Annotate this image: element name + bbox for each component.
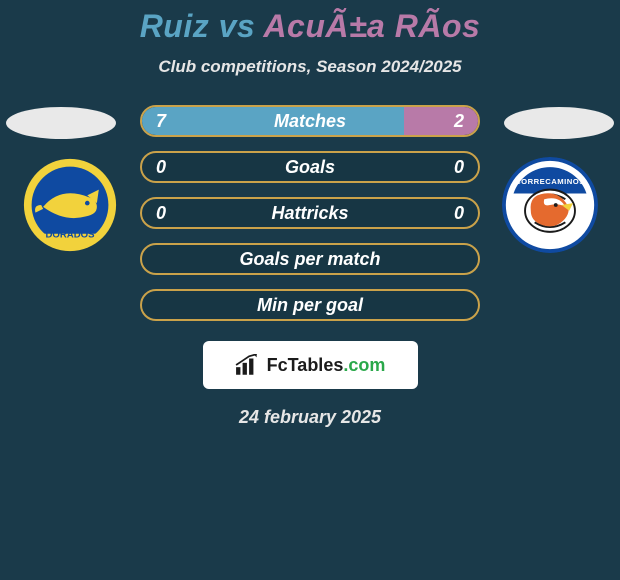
stat-row-min-per-goal: Min per goal — [140, 289, 480, 321]
subtitle: Club competitions, Season 2024/2025 — [158, 57, 461, 77]
bar-fill-right — [404, 107, 478, 135]
stat-value-right: 0 — [454, 203, 464, 224]
date-label: 24 february 2025 — [239, 407, 381, 428]
ellipse-decor-right — [504, 107, 614, 139]
title-player-left: Ruiz — [140, 8, 210, 44]
dorados-badge-icon: DORADOS — [22, 157, 118, 253]
stat-label: Hattricks — [271, 203, 348, 224]
brand-chip[interactable]: FcTables.com — [203, 341, 418, 389]
dorados-text: DORADOS — [46, 230, 96, 241]
title-player-right: AcuÃ±a RÃ­os — [263, 8, 480, 44]
correcaminos-badge-icon: CORRECAMINOS — [502, 157, 598, 253]
ellipse-decor-left — [6, 107, 116, 139]
stat-row-matches: 7 Matches 2 — [140, 105, 480, 137]
stat-row-goals-per-match: Goals per match — [140, 243, 480, 275]
brand-suffix: .com — [343, 355, 385, 375]
stat-value-right: 2 — [454, 111, 464, 132]
stat-label: Matches — [274, 111, 346, 132]
club-logo-right: CORRECAMINOS — [502, 157, 598, 253]
stat-value-left: 0 — [156, 157, 166, 178]
brand-text: FcTables.com — [267, 355, 386, 376]
chart-icon — [235, 354, 261, 376]
title-vs: vs — [209, 8, 263, 44]
stat-value-right: 0 — [454, 157, 464, 178]
stat-label: Goals — [285, 157, 335, 178]
stat-label: Goals per match — [239, 249, 380, 270]
stat-value-left: 0 — [156, 203, 166, 224]
infographic-root: Ruiz vs AcuÃ±a RÃ­os Club competitions, … — [0, 0, 620, 580]
stats-area: DORADOS CORRECAMINOS 7 — [0, 105, 620, 428]
stat-row-goals: 0 Goals 0 — [140, 151, 480, 183]
page-title: Ruiz vs AcuÃ±a RÃ­os — [140, 8, 481, 45]
brand-name: FcTables — [267, 355, 344, 375]
stat-row-hattricks: 0 Hattricks 0 — [140, 197, 480, 229]
club-logo-left: DORADOS — [22, 157, 118, 253]
correcaminos-text: CORRECAMINOS — [515, 177, 585, 186]
stat-value-left: 7 — [156, 111, 166, 132]
stat-label: Min per goal — [257, 295, 363, 316]
